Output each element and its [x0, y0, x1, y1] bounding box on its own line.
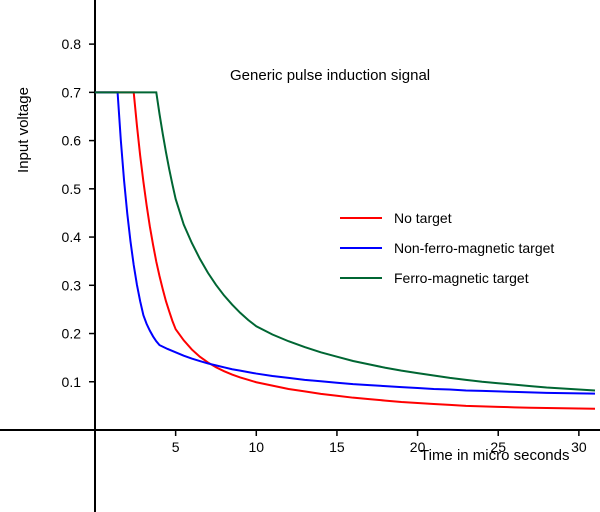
y-tick-label: 0.8: [62, 36, 82, 52]
x-tick-label: 10: [249, 439, 265, 455]
y-tick-label: 0.3: [62, 277, 82, 293]
legend-label-1: Non-ferro-magnetic target: [394, 240, 554, 256]
legend-label-2: Ferro-magnetic target: [394, 270, 529, 286]
y-tick-label: 0.5: [62, 181, 82, 197]
y-axis-title: Input voltage: [15, 87, 32, 173]
y-tick-label: 0.7: [62, 84, 82, 100]
legend-label-0: No target: [394, 210, 452, 226]
x-tick-label: 15: [329, 439, 345, 455]
x-tick-label: 30: [571, 439, 587, 455]
chart-title: Generic pulse induction signal: [230, 67, 430, 84]
y-tick-label: 0.2: [62, 326, 82, 342]
x-tick-label: 5: [172, 439, 180, 455]
chart-svg: 510152025300.10.20.30.40.50.60.70.8Time …: [0, 0, 600, 512]
y-tick-label: 0.6: [62, 133, 82, 149]
pulse-induction-chart: 510152025300.10.20.30.40.50.60.70.8Time …: [0, 0, 600, 512]
y-tick-label: 0.4: [62, 229, 82, 245]
y-tick-label: 0.1: [62, 374, 82, 390]
x-axis-title: Time in micro seconds: [420, 447, 570, 464]
